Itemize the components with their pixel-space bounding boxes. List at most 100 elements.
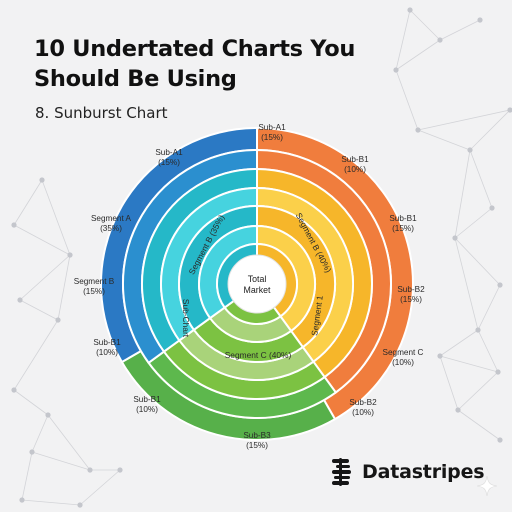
segment-label-name: Sub-B1	[133, 395, 161, 404]
segment-label-name: Sub-B2	[397, 285, 425, 294]
network-node	[415, 127, 421, 133]
network-edge	[21, 499, 81, 506]
network-edge	[477, 284, 501, 331]
network-edge	[417, 109, 511, 131]
center-label: Total Market	[244, 274, 271, 295]
center-label-line: Total	[248, 274, 267, 284]
segment-label-value: (10%)	[96, 348, 118, 357]
segment-label-name: Segment C	[383, 348, 424, 357]
network-node	[497, 437, 503, 443]
chart-subtitle: 8. Sunburst Chart	[35, 104, 168, 122]
network-node	[407, 7, 413, 13]
segment-label-value: (10%)	[344, 165, 366, 174]
segment-label-value: (10%)	[392, 358, 414, 367]
network-node	[452, 235, 458, 241]
network-edge	[41, 179, 71, 256]
network-edge	[439, 355, 499, 373]
network-node	[77, 502, 83, 508]
network-node	[45, 412, 51, 418]
network-edge	[13, 224, 71, 256]
network-node	[455, 407, 461, 413]
network-edge	[19, 299, 59, 321]
segment-label-value: (10%)	[352, 408, 374, 417]
segment-label-value: (15%)	[158, 158, 180, 167]
network-node	[495, 369, 501, 375]
segment-label-name: Sub-B3	[243, 431, 271, 440]
network-node	[467, 147, 473, 153]
network-node	[117, 467, 123, 473]
network-edge	[469, 109, 511, 151]
network-node	[87, 467, 93, 473]
network-edge	[31, 451, 91, 471]
segment-label-value: (15%)	[400, 295, 422, 304]
network-node	[11, 222, 17, 228]
network-edge	[454, 237, 479, 331]
segment-label-value: (15%)	[261, 133, 283, 142]
network-edge	[477, 329, 499, 373]
network-edge	[454, 207, 493, 239]
segment-label-value: (35%)	[100, 224, 122, 233]
network-edge	[57, 254, 71, 321]
network-edge	[457, 409, 501, 441]
network-node	[489, 205, 495, 211]
datastripes-logo-icon	[332, 458, 351, 486]
network-node	[437, 353, 443, 359]
segment-label-name: Sub-A1	[155, 148, 183, 157]
network-node	[475, 327, 481, 333]
segment-label-value: (15%)	[392, 224, 414, 233]
network-edge	[457, 371, 499, 411]
ring-annotation: Segment C (40%)	[225, 350, 292, 360]
network-edge	[469, 149, 493, 209]
network-edge	[31, 414, 49, 453]
brand-name: Datastripes	[362, 461, 485, 483]
network-edge	[417, 129, 471, 151]
network-edge	[395, 39, 441, 71]
segment-label-name: Sub-B2	[349, 398, 377, 407]
sparkle-icon	[476, 475, 498, 497]
network-edge	[395, 9, 411, 71]
network-edge	[19, 254, 71, 301]
network-node	[507, 107, 512, 113]
network-node	[39, 177, 45, 183]
segment-label-name: Segment B	[74, 277, 115, 286]
network-edge	[13, 179, 43, 226]
network-edge	[13, 389, 49, 416]
network-edge	[395, 69, 419, 131]
network-edge	[439, 19, 481, 41]
network-node	[19, 497, 25, 503]
network-edge	[454, 149, 471, 239]
network-node	[437, 37, 443, 43]
segment-label-value: (15%)	[246, 441, 268, 450]
network-node	[497, 282, 503, 288]
network-node	[17, 297, 23, 303]
segment-label-name: Segment A	[91, 214, 132, 223]
center-disc	[227, 254, 287, 314]
segment-label-name: Sub-B1	[93, 338, 121, 347]
page-title: 10 Undertated Charts You Should Be Using	[34, 34, 355, 94]
network-edge	[21, 451, 33, 501]
network-edge	[47, 414, 91, 471]
network-edge	[409, 9, 441, 41]
segment-label-value: (15%)	[83, 287, 105, 296]
network-edge	[79, 469, 121, 506]
segment-label-name: Sub-B1	[341, 155, 369, 164]
network-edge	[439, 355, 459, 411]
center-label-line: Market	[244, 285, 271, 295]
network-node	[393, 67, 399, 73]
network-edge	[439, 329, 479, 357]
title-line-1: 10 Undertated Charts You	[34, 36, 356, 62]
network-edge	[13, 319, 59, 391]
segment-label-value: (10%)	[136, 405, 158, 414]
network-node	[477, 17, 483, 23]
segment-label-name: Sub-B1	[389, 214, 417, 223]
brand-logo: Datastripes	[330, 456, 485, 488]
network-node	[11, 387, 17, 393]
ring-annotation: Sub-Chart	[181, 299, 191, 338]
segment-label-name: Sub-A1	[258, 123, 286, 132]
network-node	[29, 449, 35, 455]
title-line-2: Should Be Using	[34, 66, 237, 92]
network-node	[55, 317, 61, 323]
network-node	[67, 252, 73, 258]
network-edge	[454, 237, 501, 286]
